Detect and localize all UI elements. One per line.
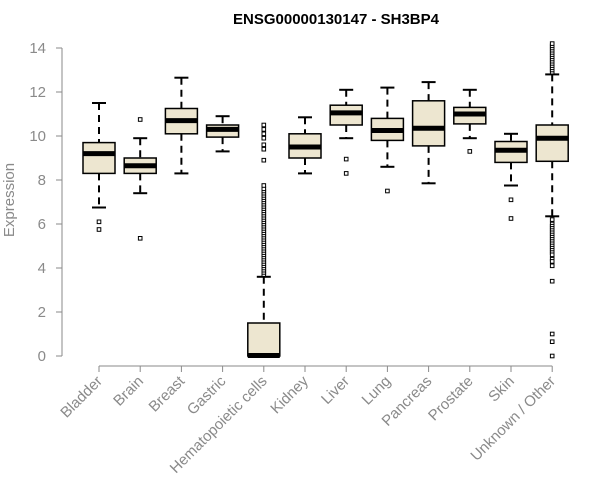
box-bladder — [82, 102, 116, 232]
outlier-point — [385, 188, 390, 194]
y-axis: 0 2 4 6 8 10 12 14 — [29, 40, 63, 365]
y-tick-label: 8 — [38, 172, 46, 189]
box-liver — [329, 88, 363, 176]
x-tick-label: Kidney — [267, 372, 312, 417]
box-brain — [123, 117, 157, 241]
x-tick-label: Liver — [318, 373, 353, 408]
chart-title: ENSG00000130147 - SH3BP4 — [233, 11, 440, 28]
outlier-point — [96, 219, 102, 225]
outlier-point — [549, 259, 555, 264]
iqr-box — [411, 100, 446, 147]
outlier-point — [549, 252, 555, 258]
y-tick-label: 10 — [29, 128, 46, 145]
box-hematopoietic-cells — [247, 122, 281, 359]
y-tick-label: 2 — [38, 304, 46, 321]
outlier-point — [261, 135, 267, 141]
outlier-point — [508, 197, 514, 203]
box-skin — [494, 132, 528, 221]
box-gastric — [205, 115, 240, 153]
x-tick-label: Brain — [110, 373, 147, 410]
outlier-point — [549, 41, 555, 46]
outlier-point — [261, 142, 267, 148]
x-tick-label: Bladder — [57, 373, 106, 422]
iqr-box — [535, 124, 569, 163]
box-lung — [370, 86, 405, 194]
x-tick-label: Breast — [146, 372, 189, 415]
x-tick-label: Skin — [485, 373, 518, 406]
outlier-point — [96, 227, 102, 232]
y-tick-label: 0 — [38, 348, 46, 365]
y-tick-label: 12 — [29, 84, 46, 101]
iqr-box — [82, 141, 116, 175]
outlier-point — [549, 339, 555, 344]
box-kidney — [288, 116, 322, 175]
box-prostate — [453, 88, 487, 154]
x-tick-label: Lung — [359, 373, 395, 409]
box-pancreas — [411, 81, 446, 185]
outlier-point — [261, 122, 267, 128]
y-tick-label: 4 — [38, 260, 46, 277]
y-tick-label: 6 — [38, 216, 46, 233]
outlier-point — [549, 353, 555, 359]
outlier-point — [549, 331, 555, 337]
outlier-point — [137, 236, 143, 241]
box-unknown-other — [535, 41, 569, 359]
outlier-point — [549, 278, 555, 284]
box-breast — [164, 76, 199, 175]
outlier-point — [261, 183, 267, 188]
y-axis-label: Expression — [1, 163, 18, 237]
outlier-point — [467, 149, 473, 154]
outlier-point — [508, 216, 514, 221]
iqr-box — [247, 322, 281, 357]
outlier-point — [343, 156, 349, 162]
x-tick-label: Prostate — [425, 373, 477, 425]
outlier-point — [261, 157, 267, 163]
outlier-point — [137, 117, 143, 122]
boxes-layer — [82, 41, 569, 359]
outlier-point — [549, 217, 555, 222]
outlier-point — [261, 127, 267, 132]
y-tick-label: 14 — [29, 40, 46, 57]
outlier-point — [549, 263, 555, 269]
outlier-point — [261, 131, 267, 137]
outlier-point — [261, 146, 267, 152]
outlier-point — [343, 171, 349, 176]
